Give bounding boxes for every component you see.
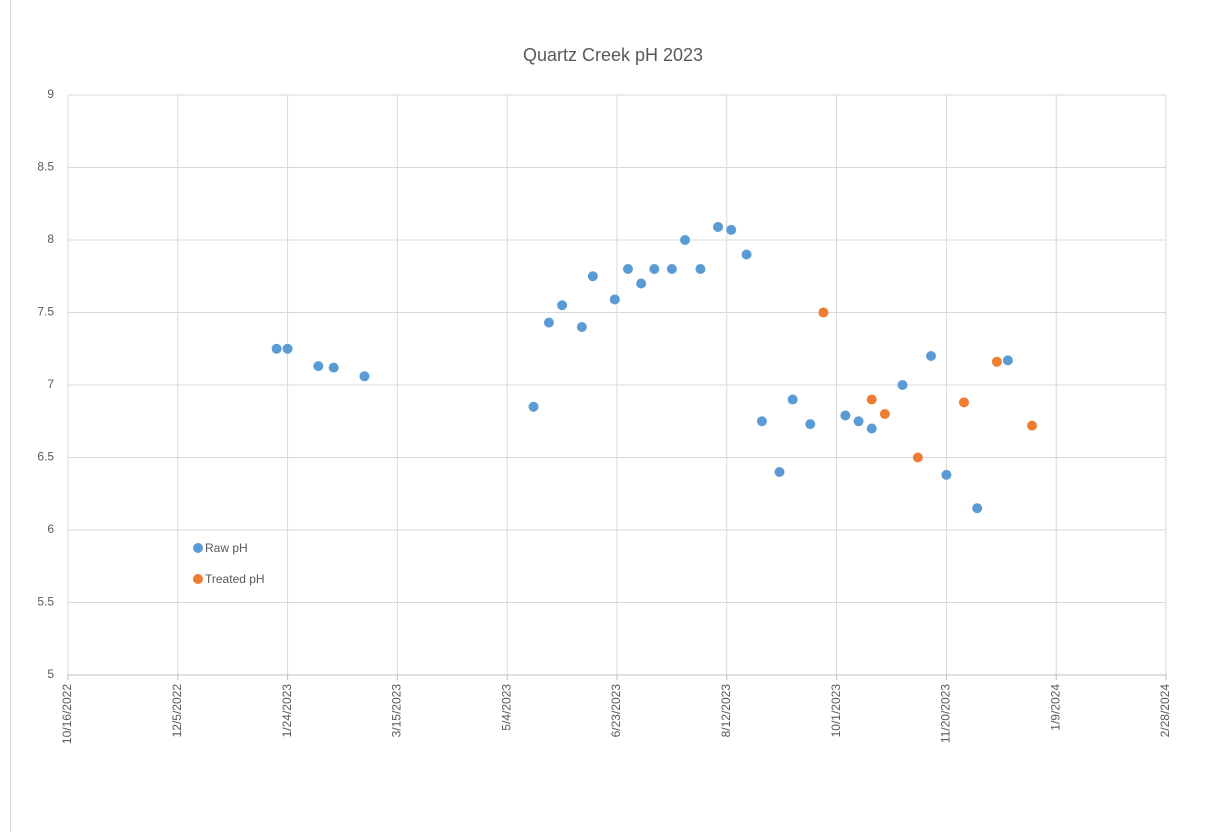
point: [1002, 355, 1013, 366]
point: [972, 503, 983, 514]
x-tick-label: 3/15/2023: [390, 684, 404, 738]
y-tick-label: 7: [47, 377, 54, 391]
point: [787, 394, 798, 405]
point: [695, 264, 706, 274]
point: [926, 351, 937, 361]
y-tick-label: 5: [47, 667, 54, 681]
point: [774, 467, 785, 477]
point: [741, 249, 752, 260]
point: [680, 235, 691, 245]
legend-marker: [193, 574, 203, 584]
point: [359, 371, 370, 382]
point: [328, 362, 339, 373]
x-tick-label: 1/9/2024: [1048, 684, 1062, 731]
point: [866, 423, 877, 434]
point: [756, 416, 767, 427]
legend-label: Treated pH: [205, 572, 265, 586]
point: [528, 401, 539, 412]
point: [818, 307, 829, 318]
y-tick-label: 6.5: [37, 450, 54, 464]
y-tick-label: 8: [47, 232, 54, 246]
point: [587, 271, 598, 282]
x-tick-label: 5/4/2023: [499, 684, 513, 731]
x-tick-label: 6/23/2023: [609, 684, 623, 738]
x-tick-label: 8/12/2023: [719, 684, 733, 738]
x-tick-label: 10/16/2022: [60, 684, 74, 744]
chart-frame: [10, 0, 1215, 832]
point: [282, 343, 293, 354]
point: [609, 294, 620, 305]
legend-marker: [193, 543, 203, 553]
point: [941, 469, 952, 480]
y-tick-label: 7.5: [37, 305, 54, 319]
point: [636, 278, 647, 289]
x-tick-label: 10/1/2023: [829, 684, 843, 738]
x-tick-label: 2/28/2024: [1158, 684, 1172, 738]
y-tick-label: 6: [47, 522, 54, 536]
y-tick-label: 8.5: [37, 160, 54, 174]
point: [991, 356, 1002, 367]
point: [912, 452, 923, 463]
point: [879, 409, 890, 419]
x-tick-label: 12/5/2022: [170, 684, 184, 738]
point: [557, 300, 568, 311]
point: [853, 416, 864, 427]
point: [805, 419, 816, 430]
point: [726, 224, 737, 235]
y-tick-label: 9: [47, 87, 54, 101]
point: [622, 264, 633, 274]
point: [866, 394, 877, 405]
x-tick-label: 1/24/2023: [280, 684, 294, 738]
point: [1027, 420, 1038, 431]
chart-title: Quartz Creek pH 2023: [523, 45, 703, 65]
point: [713, 221, 724, 232]
point: [576, 322, 587, 332]
point: [313, 361, 324, 372]
point: [666, 264, 677, 274]
x-tick-label: 11/20/2023: [939, 684, 953, 743]
point: [543, 317, 554, 328]
point: [958, 397, 969, 408]
point: [649, 264, 660, 274]
point: [840, 410, 851, 421]
point: [897, 380, 908, 390]
point: [271, 343, 282, 354]
y-tick-label: 5.5: [37, 595, 54, 609]
legend-label: Raw pH: [205, 541, 248, 555]
